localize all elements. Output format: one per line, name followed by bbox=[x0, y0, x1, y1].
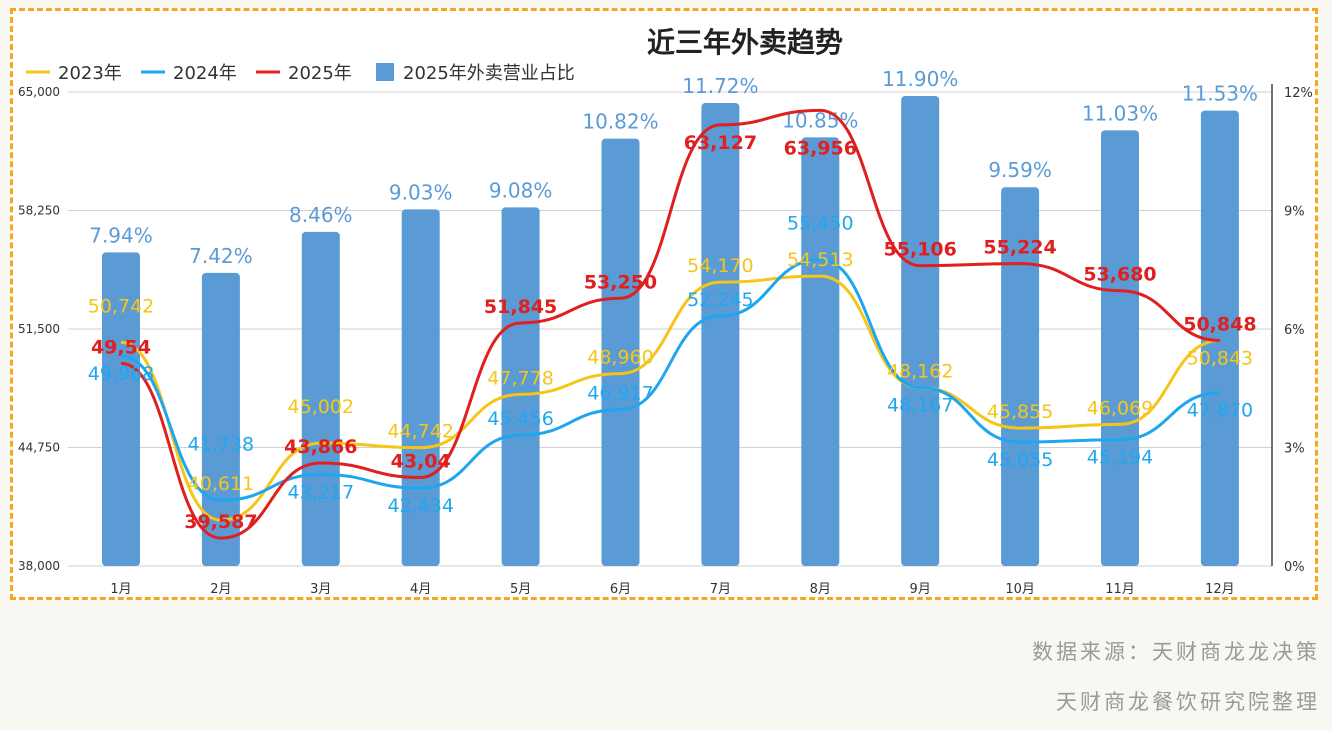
line-label-2025年: 55,106 bbox=[884, 239, 957, 261]
x-tick-label: 5月 bbox=[510, 582, 531, 597]
line-label-2023年: 46,069 bbox=[1087, 397, 1153, 419]
bar-6月 bbox=[601, 138, 640, 567]
line-label-2025年: 49,54 bbox=[91, 336, 151, 358]
line-label-2024年: 48,167 bbox=[887, 395, 953, 417]
line-label-2024年: 45,194 bbox=[1087, 447, 1153, 469]
line-label-2023年: 40,611 bbox=[188, 473, 254, 495]
bar-12月 bbox=[1200, 110, 1239, 566]
right-tick-label: 9% bbox=[1284, 205, 1305, 220]
line-label-2025年: 63,127 bbox=[684, 132, 757, 154]
x-tick-label: 7月 bbox=[710, 582, 731, 597]
x-tick-label: 9月 bbox=[910, 582, 931, 597]
bar-label: 10.82% bbox=[582, 110, 658, 134]
bar-7月 bbox=[701, 103, 740, 566]
legend-label: 2025年 bbox=[288, 63, 352, 84]
line-label-2024年: 46,917 bbox=[587, 382, 653, 404]
bar-9月 bbox=[901, 95, 940, 566]
line-label-2024年: 47,870 bbox=[1187, 400, 1253, 422]
line-label-2023年: 45,002 bbox=[288, 396, 354, 418]
line-label-2023年: 48,960 bbox=[587, 347, 653, 369]
bar-2月 bbox=[201, 272, 240, 566]
x-tick-label: 8月 bbox=[810, 582, 831, 597]
chart-title: 近三年外卖趋势 bbox=[647, 26, 843, 59]
x-tick-label: 10月 bbox=[1005, 582, 1035, 597]
left-tick-label: 58,250 bbox=[18, 204, 60, 218]
x-tick-label: 1月 bbox=[110, 582, 131, 597]
bar-3月 bbox=[301, 231, 340, 566]
line-label-2023年: 48,162 bbox=[887, 361, 953, 383]
x-tick-label: 3月 bbox=[310, 582, 331, 597]
x-tick-label: 2月 bbox=[210, 582, 231, 597]
line-label-2025年: 39,587 bbox=[184, 511, 257, 533]
line-label-2025年: 53,250 bbox=[584, 271, 657, 293]
line-label-2023年: 50,742 bbox=[88, 295, 154, 317]
line-label-2023年: 45,855 bbox=[987, 401, 1053, 423]
line-label-2025年: 43,04 bbox=[391, 451, 451, 473]
bar-label: 11.03% bbox=[1082, 101, 1158, 125]
bar-8月 bbox=[801, 137, 840, 567]
right-tick-label: 3% bbox=[1284, 442, 1305, 457]
bar-label: 7.42% bbox=[189, 244, 253, 268]
line-label-2024年: 49,968 bbox=[88, 363, 154, 385]
line-label-2024年: 43,217 bbox=[288, 481, 354, 503]
data-source: 数据来源：天财商龙龙决策 bbox=[1032, 640, 1320, 664]
legend-swatch bbox=[376, 63, 394, 81]
bar-label: 9.59% bbox=[988, 158, 1052, 182]
line-label-2024年: 55,450 bbox=[787, 213, 853, 235]
line-label-2025年: 51,845 bbox=[484, 296, 557, 318]
line-label-2023年: 47,778 bbox=[487, 367, 553, 389]
line-label-2023年: 44,742 bbox=[387, 421, 453, 443]
compiled-by: 天财商龙餐饮研究院整理 bbox=[1056, 690, 1320, 714]
line-label-2024年: 52,245 bbox=[687, 289, 753, 311]
legend-label: 2024年 bbox=[173, 63, 237, 84]
line-label-2025年: 50,848 bbox=[1183, 313, 1256, 335]
x-tick-label: 4月 bbox=[410, 582, 431, 597]
bar-label: 11.90% bbox=[882, 67, 958, 91]
x-tick-label: 11月 bbox=[1105, 582, 1135, 597]
left-tick-label: 51,500 bbox=[18, 322, 60, 336]
x-tick-label: 12月 bbox=[1205, 582, 1235, 597]
bar-11月 bbox=[1101, 130, 1139, 566]
line-label-2023年: 54,513 bbox=[787, 249, 853, 271]
right-tick-label: 6% bbox=[1284, 323, 1305, 338]
right-tick-label: 0% bbox=[1284, 560, 1305, 575]
bar-1月 bbox=[102, 252, 140, 566]
bar-label: 7.94% bbox=[89, 223, 153, 247]
bar-label: 11.72% bbox=[682, 74, 758, 98]
line-label-2024年: 45,456 bbox=[487, 408, 553, 430]
line-label-2025年: 63,956 bbox=[784, 137, 857, 159]
bar-5月 bbox=[501, 207, 540, 566]
line-label-2023年: 54,170 bbox=[687, 255, 753, 277]
legend-label: 2025年外卖营业占比 bbox=[403, 63, 575, 84]
line-label-2025年: 55,224 bbox=[983, 237, 1056, 259]
left-tick-label: 38,000 bbox=[18, 559, 60, 573]
line-label-2023年: 50,843 bbox=[1187, 348, 1253, 370]
line-label-2024年: 45,055 bbox=[987, 449, 1053, 471]
x-tick-label: 6月 bbox=[610, 582, 631, 597]
bar-label: 11.53% bbox=[1182, 82, 1258, 106]
legend-label: 2023年 bbox=[58, 63, 122, 84]
bar-10月 bbox=[1001, 187, 1040, 566]
left-tick-label: 44,750 bbox=[18, 441, 60, 455]
bar-label: 8.46% bbox=[289, 203, 353, 227]
line-label-2025年: 53,680 bbox=[1083, 264, 1156, 286]
line-2023年 bbox=[120, 274, 1220, 522]
line-label-2025年: 43,866 bbox=[284, 436, 357, 458]
right-tick-label: 12% bbox=[1284, 86, 1313, 101]
left-tick-label: 65,000 bbox=[18, 85, 60, 99]
line-label-2024年: 42,434 bbox=[387, 495, 453, 517]
line-2025年 bbox=[120, 108, 1220, 540]
bar-label: 9.08% bbox=[489, 178, 553, 202]
line-label-2024年: 41,738 bbox=[188, 433, 254, 455]
line-2024年 bbox=[120, 258, 1220, 502]
bar-label: 9.03% bbox=[389, 180, 453, 204]
